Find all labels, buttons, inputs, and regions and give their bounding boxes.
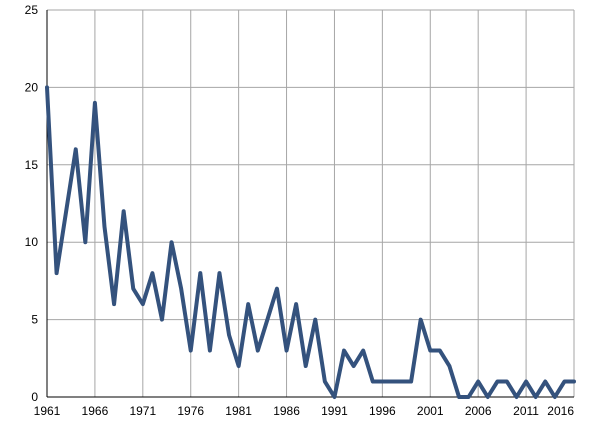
x-tick-label: 1971 — [129, 404, 156, 418]
grid — [47, 9, 575, 397]
x-tick-label: 1966 — [82, 404, 109, 418]
x-tick-label: 1991 — [321, 404, 348, 418]
x-tick-label: 1996 — [369, 404, 396, 418]
series-line — [45, 85, 576, 399]
x-tick-label: 1976 — [177, 404, 204, 418]
series-group — [45, 85, 576, 399]
y-tick-label: 25 — [25, 3, 39, 17]
x-tick-label: 2006 — [465, 404, 492, 418]
x-axis-tick-labels: 1961 1966 1971 1976 1981 1986 1991 1996 2001 2006… — [34, 404, 575, 418]
x-tick-label: 2011 — [513, 404, 539, 418]
y-tick-label: 20 — [25, 80, 39, 94]
y-axis-tick-labels: 0 5 10 15 20 25 — [25, 3, 39, 404]
y-tick-label: 0 — [31, 390, 38, 404]
y-tick-label: 10 — [25, 235, 39, 249]
x-tick-label: 1986 — [273, 404, 300, 418]
y-tick-label: 15 — [25, 158, 39, 172]
x-tick-label: 1961 — [34, 404, 61, 418]
x-tick-label: 1981 — [225, 404, 252, 418]
x-tick-label: 2001 — [417, 404, 444, 418]
y-tick-label: 5 — [31, 313, 38, 327]
x-tick-label: 2016 — [547, 404, 574, 418]
